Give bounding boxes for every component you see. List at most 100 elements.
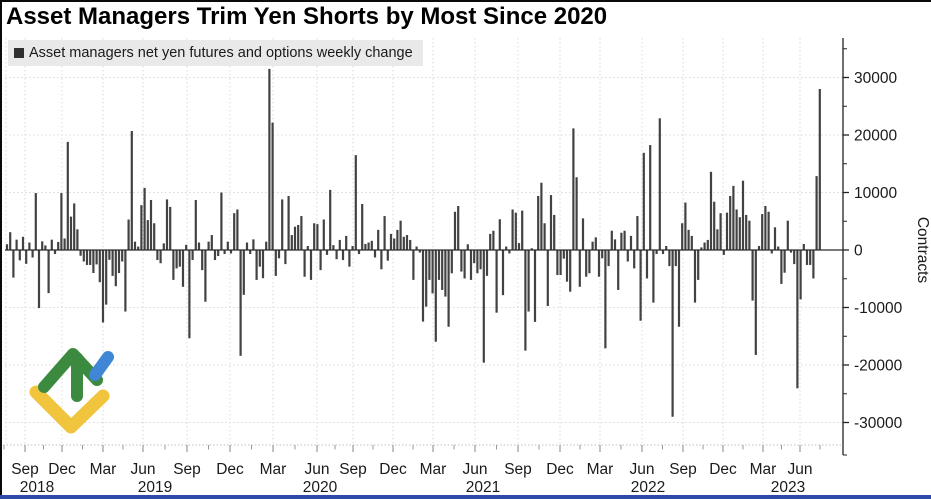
- chart-title: Asset Managers Trim Yen Shorts by Most S…: [6, 3, 608, 30]
- bar: [271, 122, 274, 250]
- bar: [585, 250, 588, 277]
- bar: [498, 219, 501, 250]
- bar: [748, 220, 751, 250]
- logo-green-chevron: [38, 348, 103, 393]
- bar: [140, 205, 143, 250]
- bar: [85, 250, 89, 265]
- bar: [386, 250, 389, 261]
- bar: [21, 236, 25, 250]
- bar: [63, 238, 66, 250]
- bar: [277, 250, 281, 259]
- bar: [367, 242, 370, 250]
- bar: [127, 219, 130, 250]
- bar: [252, 239, 255, 250]
- bar: [437, 250, 441, 280]
- bar: [812, 250, 815, 279]
- bar: [684, 202, 687, 250]
- bar: [348, 250, 351, 267]
- bar: [226, 241, 229, 250]
- bar: [172, 250, 175, 280]
- bar: [607, 250, 610, 267]
- bar: [162, 243, 165, 250]
- bar: [639, 250, 642, 321]
- bar: [757, 245, 761, 250]
- bar: [722, 250, 725, 255]
- bar: [309, 250, 313, 280]
- bar: [517, 243, 521, 250]
- logo-yellow-check: [29, 385, 110, 434]
- y-tick-label: 20000: [854, 128, 897, 145]
- bar: [709, 171, 713, 250]
- bar: [633, 250, 636, 269]
- bar: [293, 226, 297, 250]
- bar: [674, 250, 677, 267]
- bar: [697, 250, 700, 280]
- bar: [133, 241, 137, 250]
- bar: [213, 250, 217, 261]
- bar: [463, 250, 466, 279]
- bar: [207, 241, 210, 250]
- x-tick-label-month: Mar: [260, 461, 287, 478]
- bar: [79, 250, 82, 256]
- bar: [505, 246, 508, 250]
- x-tick-label-month: Sep: [669, 461, 697, 478]
- bar: [485, 250, 489, 276]
- bar: [287, 195, 290, 250]
- bar: [796, 250, 799, 389]
- y-tick-label: -10000: [854, 300, 903, 317]
- bar: [402, 236, 405, 250]
- bar: [761, 214, 764, 250]
- bar: [197, 242, 201, 250]
- bar: [770, 250, 773, 254]
- bar: [671, 250, 674, 417]
- x-tick-label-year: 2023: [771, 479, 805, 496]
- bar: [229, 250, 233, 254]
- bar: [338, 239, 341, 250]
- bar: [57, 241, 60, 250]
- bar: [687, 229, 690, 251]
- bar: [623, 230, 626, 250]
- bar: [815, 176, 818, 250]
- y-tick-label: 30000: [854, 70, 897, 87]
- bar: [105, 250, 108, 305]
- y-axis-title: Contracts: [914, 217, 931, 284]
- bar: [28, 242, 31, 250]
- bar: [31, 250, 34, 258]
- bar: [780, 250, 783, 284]
- bar: [191, 250, 194, 261]
- bar: [361, 204, 364, 250]
- bar: [457, 206, 460, 250]
- y-tick-label: 0: [854, 243, 863, 260]
- bar: [66, 141, 69, 250]
- bar: [357, 250, 361, 255]
- x-tick-label-month: Mar: [750, 461, 777, 478]
- bar: [239, 250, 242, 356]
- bar: [242, 250, 245, 295]
- bar: [76, 229, 79, 250]
- bar: [521, 210, 524, 250]
- x-tick-label-month: Jun: [630, 461, 655, 478]
- bar: [809, 250, 812, 265]
- x-tick-label-month: Mar: [420, 461, 447, 478]
- bar: [194, 199, 197, 250]
- bar: [533, 250, 537, 322]
- bar: [415, 246, 418, 250]
- bar: [767, 211, 770, 250]
- bar: [169, 206, 172, 251]
- x-tick-label-month: Dec: [709, 461, 737, 478]
- bar: [146, 220, 149, 250]
- legend: Asset managers net yen futures and optio…: [8, 40, 423, 66]
- bar: [645, 250, 649, 279]
- bar: [322, 219, 325, 250]
- bar: [396, 229, 399, 251]
- bar: [537, 195, 540, 250]
- bar: [18, 250, 21, 261]
- bar: [732, 185, 735, 250]
- bar: [693, 250, 697, 303]
- bar: [181, 250, 185, 287]
- bar: [111, 250, 114, 276]
- bar: [479, 250, 482, 270]
- bar: [706, 239, 709, 250]
- bar: [492, 230, 495, 250]
